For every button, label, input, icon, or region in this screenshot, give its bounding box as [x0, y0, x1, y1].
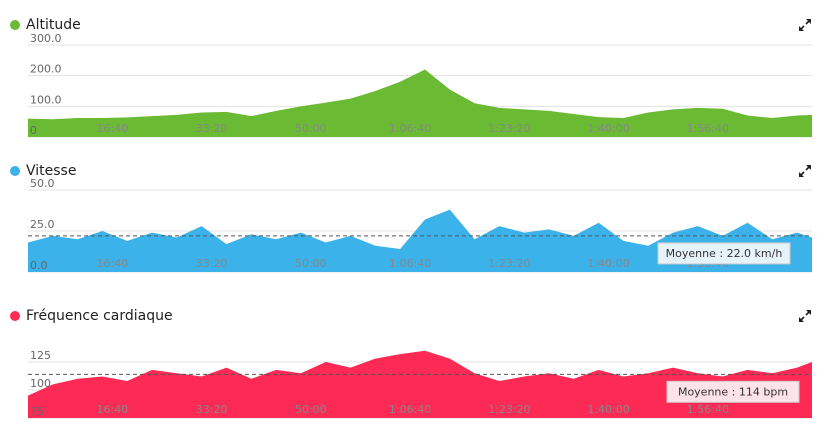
area [28, 209, 812, 272]
x-tick-label: 33:20 [196, 257, 228, 270]
y-tick-label: 200.0 [30, 63, 62, 76]
y-tick-label: 0.0 [30, 259, 48, 272]
chart-title: Vitesse [26, 163, 76, 179]
legend-dot [10, 311, 20, 321]
x-tick-label: 1:06:40 [389, 403, 431, 416]
expand-button[interactable] [799, 310, 811, 322]
average-box [657, 242, 791, 265]
chart-title: Altitude [26, 17, 81, 33]
x-tick-label: 16:40 [97, 257, 129, 270]
x-tick-label: 1:40:00 [587, 403, 629, 416]
average-box [666, 380, 800, 403]
x-tick-label: 16:40 [97, 403, 129, 416]
average-label: Moyenne : 114 bpm [678, 385, 788, 398]
x-tick-label: 33:20 [196, 122, 228, 135]
y-tick-label: 75 [30, 405, 44, 418]
y-tick-label: 125 [30, 349, 51, 362]
y-tick-label: 0 [30, 124, 37, 137]
x-tick-label: 1:56:40 [687, 403, 729, 416]
y-tick-label: 100 [30, 377, 51, 390]
x-tick-label: 16:40 [97, 122, 129, 135]
area [28, 69, 812, 137]
y-tick-label: 25.0 [30, 218, 55, 231]
expand-button[interactable] [799, 19, 811, 31]
x-tick-label: 33:20 [196, 403, 228, 416]
expand-button[interactable] [799, 165, 811, 177]
x-tick-label: 50:00 [295, 403, 327, 416]
legend-dot [10, 20, 20, 30]
x-tick-label: 1:06:40 [389, 122, 431, 135]
y-tick-label: 50.0 [30, 177, 55, 190]
x-tick-label: 1:40:00 [587, 122, 629, 135]
x-tick-label: 1:23:20 [488, 257, 530, 270]
average-label: Moyenne : 22.0 km/h [666, 247, 783, 260]
area [28, 350, 812, 418]
legend-dot [10, 166, 20, 176]
x-tick-label: 1:56:40 [687, 122, 729, 135]
y-tick-label: 100.0 [30, 93, 62, 106]
chart-title: Fréquence cardiaque [26, 308, 173, 324]
x-tick-label: 1:06:40 [389, 257, 431, 270]
x-tick-label: 50:00 [295, 257, 327, 270]
x-tick-label: 1:40:00 [587, 257, 629, 270]
x-tick-label: 1:23:20 [488, 122, 530, 135]
x-tick-label: 50:00 [295, 122, 327, 135]
y-tick-label: 300.0 [30, 32, 62, 45]
x-tick-label: 1:23:20 [488, 403, 530, 416]
